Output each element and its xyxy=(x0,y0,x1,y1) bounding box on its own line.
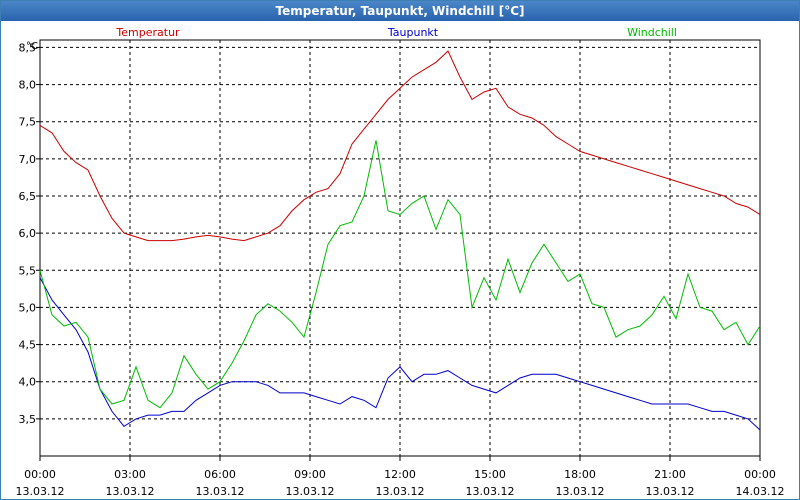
series-lines xyxy=(39,50,761,431)
x-tick-time-label: 00:00 xyxy=(744,468,776,481)
y-tick-label: 6,0 xyxy=(19,227,37,240)
y-tick-label: 7,5 xyxy=(19,116,37,129)
x-tick-time-label: 15:00 xyxy=(474,468,506,481)
x-tick-time-label: 00:00 xyxy=(24,468,56,481)
y-tick-label: 7,0 xyxy=(19,153,37,166)
legend-taupunkt: Taupunkt xyxy=(387,26,439,39)
legend-temperatur: Temperatur xyxy=(115,26,180,39)
y-tick-label: 3,5 xyxy=(19,413,37,426)
series-line-windchill xyxy=(39,140,761,409)
x-tick-date-label: 13.03.12 xyxy=(376,485,425,498)
x-tick-date-label: 13.03.12 xyxy=(286,485,335,498)
x-tick-time-label: 03:00 xyxy=(114,468,146,481)
x-tick-date-label: 13.03.12 xyxy=(196,485,245,498)
series-line-taupunkt xyxy=(39,277,761,431)
grid xyxy=(40,40,760,456)
x-tick-time-label: 21:00 xyxy=(654,468,686,481)
legend: Temperatur Taupunkt Windchill xyxy=(115,26,677,39)
y-tick-label: 4,0 xyxy=(19,376,37,389)
x-tick-date-label: 13.03.12 xyxy=(646,485,695,498)
x-tick-date-label: 13.03.12 xyxy=(466,485,515,498)
y-axis-unit-label: °C xyxy=(26,41,38,52)
plot-frame xyxy=(39,39,761,457)
x-tick-date-label: 13.03.12 xyxy=(16,485,65,498)
x-tick-time-label: 18:00 xyxy=(564,468,596,481)
y-tick-label: 5,5 xyxy=(19,264,37,277)
y-tick-label: 8,0 xyxy=(19,79,37,92)
y-tick-label: 8,5 xyxy=(19,41,37,54)
y-tick-label: 4,5 xyxy=(19,339,37,352)
y-tick-label: 6,5 xyxy=(19,190,37,203)
x-tick-time-label: 12:00 xyxy=(384,468,416,481)
series-line-temperatur xyxy=(39,50,761,242)
x-tick-date-label: 13.03.12 xyxy=(556,485,605,498)
axes: 3,5 4,0 4,5 5,0 5,5 6,0 6,5 7,0 7,5 8,0 8,5 00:00 13… xyxy=(16,39,785,498)
legend-windchill: Windchill xyxy=(627,26,677,39)
y-tick-label: 5,0 xyxy=(19,301,37,314)
x-tick-time-label: 06:00 xyxy=(204,468,236,481)
x-tick-date-label: 13.03.12 xyxy=(106,485,155,498)
chart-title: Temperatur, Taupunkt, Windchill [°C] xyxy=(1,1,799,21)
x-tick-date-label: 14.03.12 xyxy=(736,485,785,498)
x-tick-time-label: 09:00 xyxy=(294,468,326,481)
